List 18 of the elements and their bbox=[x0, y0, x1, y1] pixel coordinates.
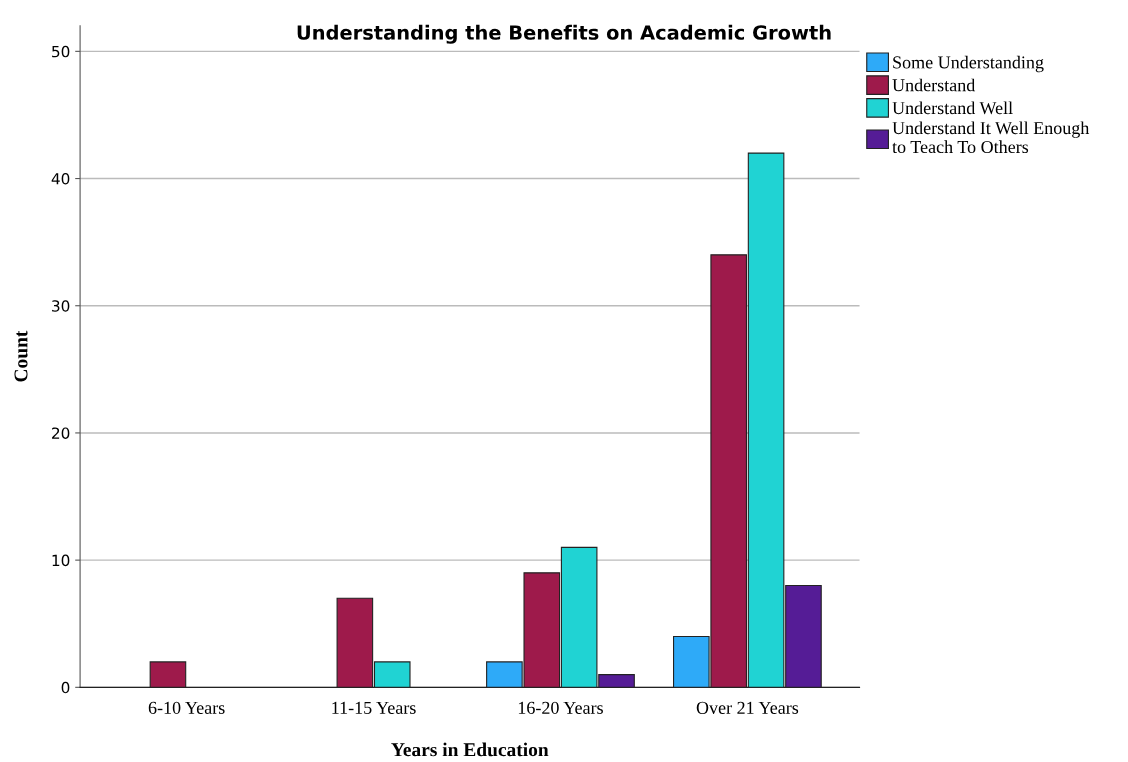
legend-label: Some Understanding bbox=[893, 55, 1044, 73]
y-tick-label: 10 bbox=[52, 554, 70, 567]
y-tick-label: 20 bbox=[52, 427, 70, 439]
x-tick-label: Over 21 Years bbox=[696, 701, 799, 714]
y-tick-label: 40 bbox=[51, 173, 70, 185]
y-tick-label: 30 bbox=[52, 300, 70, 312]
y-tick-label: 50 bbox=[52, 45, 70, 58]
bar bbox=[149, 661, 187, 688]
x-axis-title: Years in Education bbox=[391, 742, 549, 757]
legend-label: Understand It Well Enough to Teach To Others bbox=[892, 121, 1090, 154]
x-tick-label: 16-20 Years bbox=[518, 701, 603, 714]
x-tick-label: 11-15 Years bbox=[332, 701, 416, 714]
chart-title: Understanding the Benefits on Academic Growth bbox=[297, 24, 831, 44]
y-tick-label: 0 bbox=[61, 681, 70, 694]
x-tick-label: 6-10 Years bbox=[148, 701, 225, 714]
legend-label: Understand bbox=[892, 78, 976, 92]
y-axis-title: Count bbox=[14, 330, 28, 382]
legend-label: Understand Well bbox=[892, 101, 1013, 115]
